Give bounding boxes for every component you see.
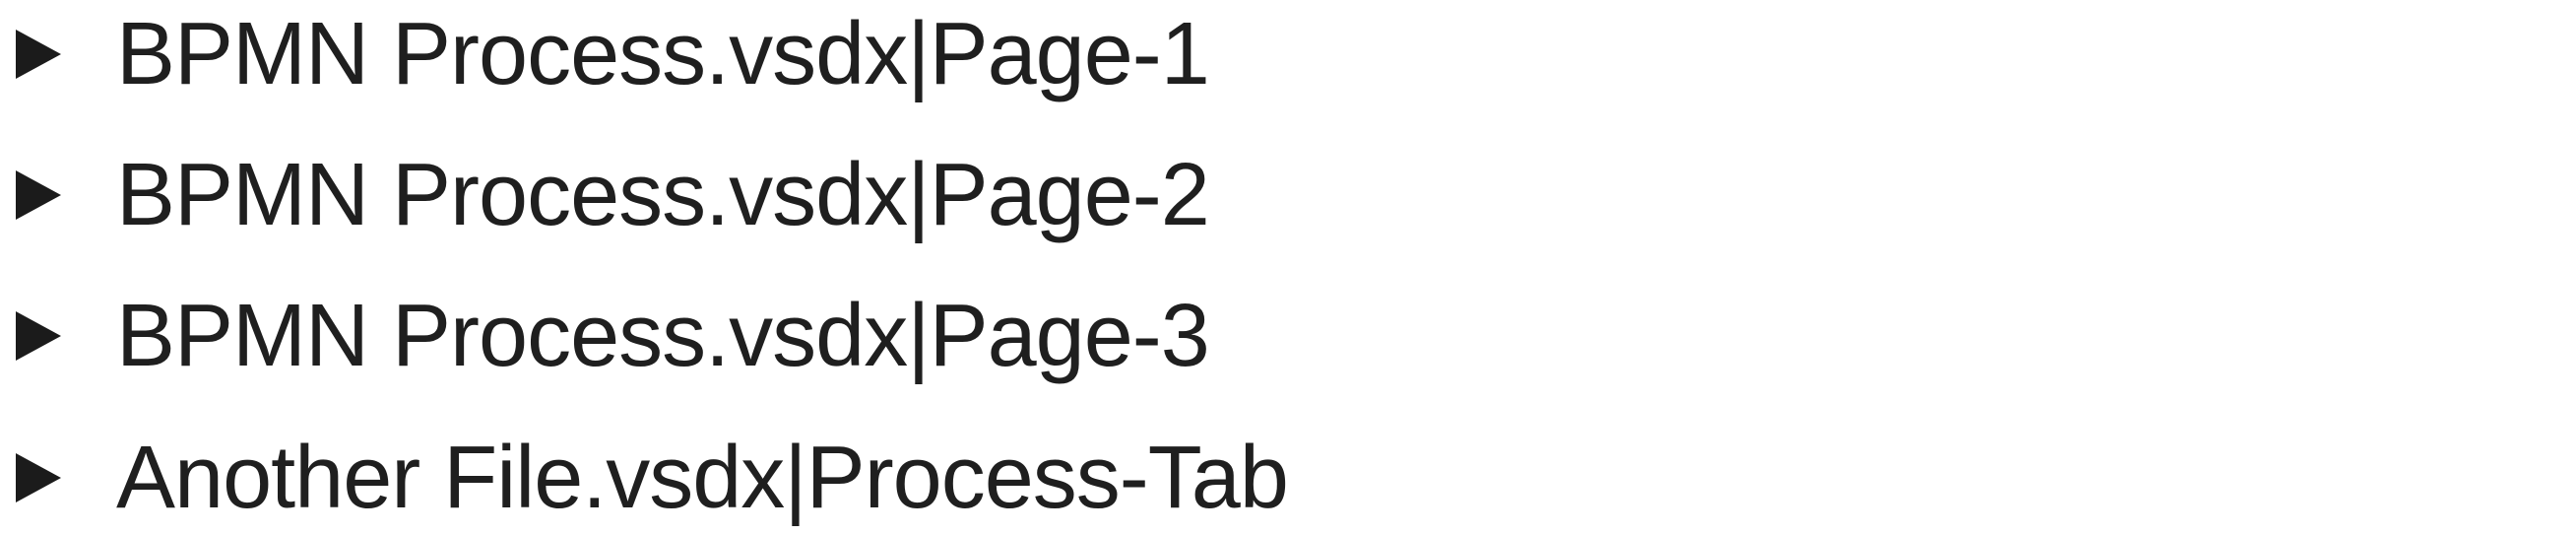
expand-triangle-icon[interactable]: [16, 170, 61, 220]
expand-triangle-icon[interactable]: [16, 311, 61, 361]
expand-triangle-icon[interactable]: [16, 453, 61, 502]
tree-item-bpmn-page-3[interactable]: BPMN Process.vsdx|Page-3: [0, 282, 1379, 390]
tree-item-label: BPMN Process.vsdx|Page-2: [116, 146, 1210, 244]
tree-item-label: Another File.vsdx|Process-Tab: [116, 429, 1289, 527]
tree-item-label: BPMN Process.vsdx|Page-3: [116, 287, 1210, 385]
tree-item-label: BPMN Process.vsdx|Page-1: [116, 5, 1210, 103]
tree-item-bpmn-page-2[interactable]: BPMN Process.vsdx|Page-2: [0, 141, 1379, 249]
tree-item-another-file-process-tab[interactable]: Another File.vsdx|Process-Tab: [0, 424, 1379, 532]
expand-triangle-icon[interactable]: [16, 30, 61, 79]
tree-item-bpmn-page-1[interactable]: BPMN Process.vsdx|Page-1: [0, 0, 1379, 108]
